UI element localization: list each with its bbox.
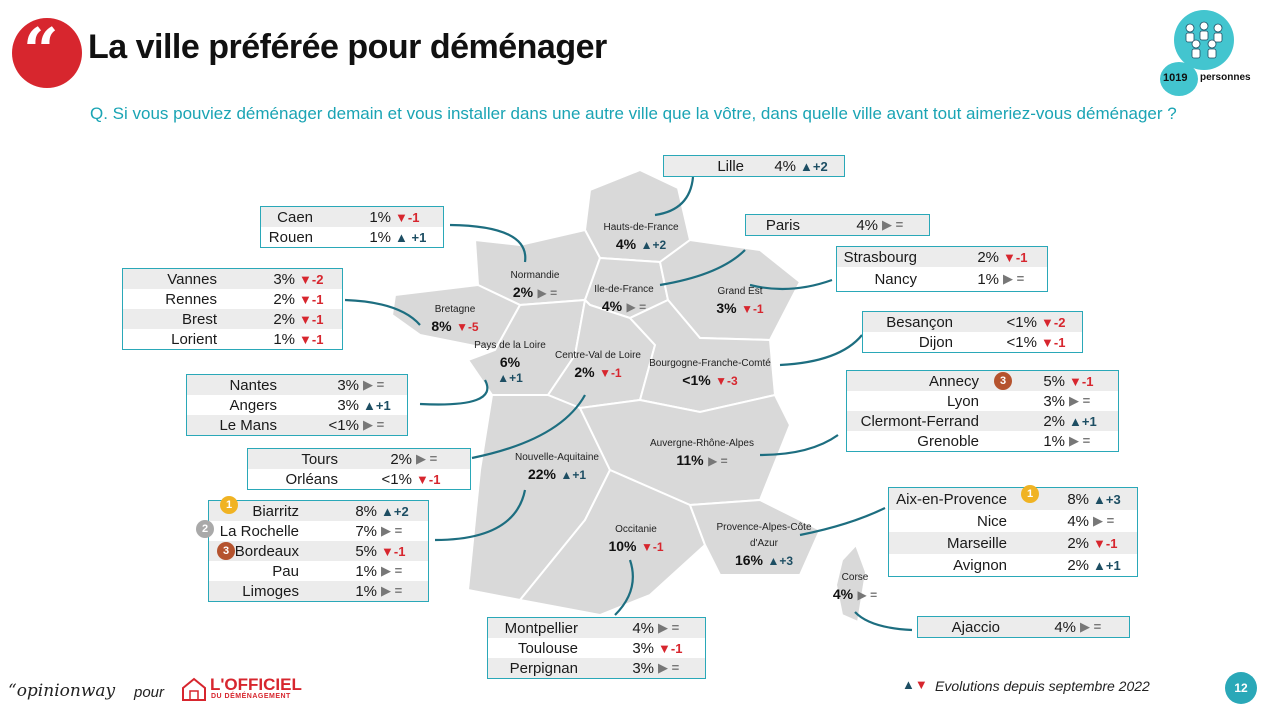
table-row: Clermont-Ferrand 2% ▲+1 [847, 411, 1118, 431]
page-number: 12 [1225, 672, 1257, 704]
medal-bronze-icon: 3 [994, 372, 1012, 390]
connector-lille [654, 176, 695, 217]
region-label: Grand Est 3% ▼-1 [716, 286, 764, 316]
page-title: La ville préférée pour déménager [88, 28, 607, 66]
region-label: Bourgogne-Franche-Comté <1% ▼-3 [649, 358, 771, 388]
table-row: Besançon <1% ▼-2 [863, 312, 1082, 332]
region-label: Auvergne-Rhône-Alpes 11% ▶ = [650, 438, 754, 468]
respondents-unit: personnes [1200, 72, 1251, 83]
table-row: Grenoble 1% ▶ = [917, 432, 1091, 450]
connector-cvl [471, 394, 586, 460]
medal-bronze-icon: 3 [217, 542, 235, 560]
connector-paca [799, 507, 886, 537]
table-row: Bordeaux 5% ▼-1 [209, 541, 428, 561]
region-label: Occitanie 10% ▼-1 [608, 524, 664, 554]
table-row: Orléans <1% ▼-1 [285, 470, 441, 488]
region-label: Hauts-de-France 4% ▲+2 [603, 222, 679, 252]
region-label: Ile-de-France 4% ▶ = [594, 284, 654, 314]
table-row: Perpignan 3% ▶ = [488, 658, 705, 678]
region-label: Nouvelle-Aquitaine 22% ▲+1 [515, 452, 599, 482]
city-box-auvergne-rhone-alpes: Annecy 5% ▼-1 Lyon 3% ▶ = Clermont-Ferra… [846, 370, 1119, 452]
table-row: Pau 1% ▶ = [272, 562, 403, 580]
table-row: Caen 1% ▼-1 [261, 207, 443, 227]
city-box-occitanie: Montpellier 4% ▶ = Toulouse 3% ▼-1 Perpi… [487, 617, 706, 679]
region-label: Centre-Val de Loire 2% ▼-1 [555, 350, 641, 380]
table-row: Rouen 1% ▲ +1 [268, 228, 427, 246]
region-label: Normandie 2% ▶ = [510, 270, 560, 300]
city-box-lille: Lille 4% ▲+2 [663, 155, 845, 177]
connector-paris [659, 249, 746, 287]
connector-pdl [419, 379, 489, 406]
quote-icon: “ [12, 14, 82, 88]
medal-gold-icon: 1 [1021, 485, 1039, 503]
table-row: Lorient 1% ▼-1 [171, 330, 324, 348]
legend-text: Evolutions depuis septembre 2022 [935, 678, 1150, 694]
opinionway-logo: “opinionway [8, 681, 116, 701]
table-row: Vannes 3% ▼-2 [123, 269, 342, 289]
connector-occitanie [614, 559, 634, 616]
city-box-paris: Paris 4% ▶ = [745, 214, 930, 236]
city-box-bfc: Besançon <1% ▼-2 Dijon <1% ▼-1 [862, 311, 1083, 353]
table-row: Strasbourg 2% ▼-1 [837, 247, 1047, 267]
connector-bfc [779, 334, 863, 367]
table-row: Dijon <1% ▼-1 [918, 333, 1066, 351]
map-corse [834, 543, 868, 624]
footer-pour: pour [134, 684, 165, 701]
table-row: Nancy 1% ▶ = [874, 270, 1025, 288]
table-row: Nantes 3% ▶ = [187, 375, 407, 395]
house-icon [180, 676, 208, 702]
region-label: Corse 4% ▶ = [832, 572, 878, 602]
table-row: Angers 3% ▲+1 [229, 396, 391, 414]
officiel-logo: L'OFFICIEL [210, 675, 302, 694]
people-group-icon [1174, 10, 1234, 70]
table-row: Limoges 1% ▶ = [209, 581, 428, 601]
city-box-nouvelle-aquitaine: Biarritz 8% ▲+2 La Rochelle 7% ▶ = Borde… [208, 500, 429, 602]
medal-gold-icon: 1 [220, 496, 238, 514]
table-row: Nice 4% ▶ = [976, 512, 1115, 530]
table-row: Toulouse 3% ▼-1 [517, 639, 683, 657]
connector-grand-est [749, 278, 833, 291]
city-box-normandie: Caen 1% ▼-1 Rouen 1% ▲ +1 [260, 206, 444, 248]
table-row: Aix-en-Provence 8% ▲+3 [889, 488, 1137, 510]
table-row: Tours 2% ▶ = [248, 449, 470, 469]
region-label: Provence-Alpes-Côte d'Azur 16% ▲+3 [716, 522, 812, 568]
city-box-pays-de-la-loire: Nantes 3% ▶ = Angers 3% ▲+1 Le Mans <1% … [186, 374, 408, 436]
legend-arrows-icon: ▲▼ [902, 677, 928, 692]
table-row: La Rochelle 7% ▶ = [219, 522, 403, 540]
city-box-paca: Aix-en-Provence 8% ▲+3 Nice 4% ▶ = Marse… [888, 487, 1138, 577]
table-row: Rennes 2% ▼-1 [165, 290, 324, 308]
table-row: Marseille 2% ▼-1 [889, 532, 1137, 554]
table-row: Lyon 3% ▶ = [947, 392, 1091, 410]
connector-ara [759, 434, 839, 457]
table-row: Paris 4% ▶ = [746, 215, 929, 235]
region-label: Pays de la Loire 6% ▲+1 [474, 340, 546, 385]
medal-silver-icon: 2 [196, 520, 214, 538]
region-label: Bretagne 8% ▼-5 [431, 304, 479, 334]
map-provence-alpes-cote-d-azur [688, 498, 822, 576]
city-box-grand-est: Strasbourg 2% ▼-1 Nancy 1% ▶ = [836, 246, 1048, 292]
table-row: Brest 2% ▼-1 [123, 309, 342, 329]
officiel-logo-subtitle: DU DÉMÉNAGEMENT [211, 693, 291, 700]
table-row: Biarritz 8% ▲+2 [209, 501, 428, 521]
connector-na [434, 489, 527, 542]
table-row: Ajaccio 4% ▶ = [918, 617, 1129, 637]
city-box-corse: Ajaccio 4% ▶ = [917, 616, 1130, 638]
connector-corse [854, 611, 913, 632]
respondents-badge [1160, 62, 1198, 96]
table-row: Le Mans <1% ▶ = [187, 415, 407, 435]
connector-bretagne [344, 298, 421, 326]
survey-question: Q. Si vous pouviez déménager demain et v… [90, 104, 1177, 123]
table-row: Lille 4% ▲+2 [664, 156, 844, 176]
table-row: Avignon 2% ▲+1 [953, 556, 1121, 574]
table-row: Montpellier 4% ▶ = [488, 618, 705, 638]
table-row: Annecy 5% ▼-1 [847, 371, 1118, 391]
city-box-bretagne: Vannes 3% ▼-2 Rennes 2% ▼-1 Brest 2% ▼-1… [122, 268, 343, 350]
city-box-centre-val-de-loire: Tours 2% ▶ = Orléans <1% ▼-1 [247, 448, 471, 490]
respondents-count: 1019 [1163, 72, 1188, 84]
connector-normandie [449, 223, 527, 263]
